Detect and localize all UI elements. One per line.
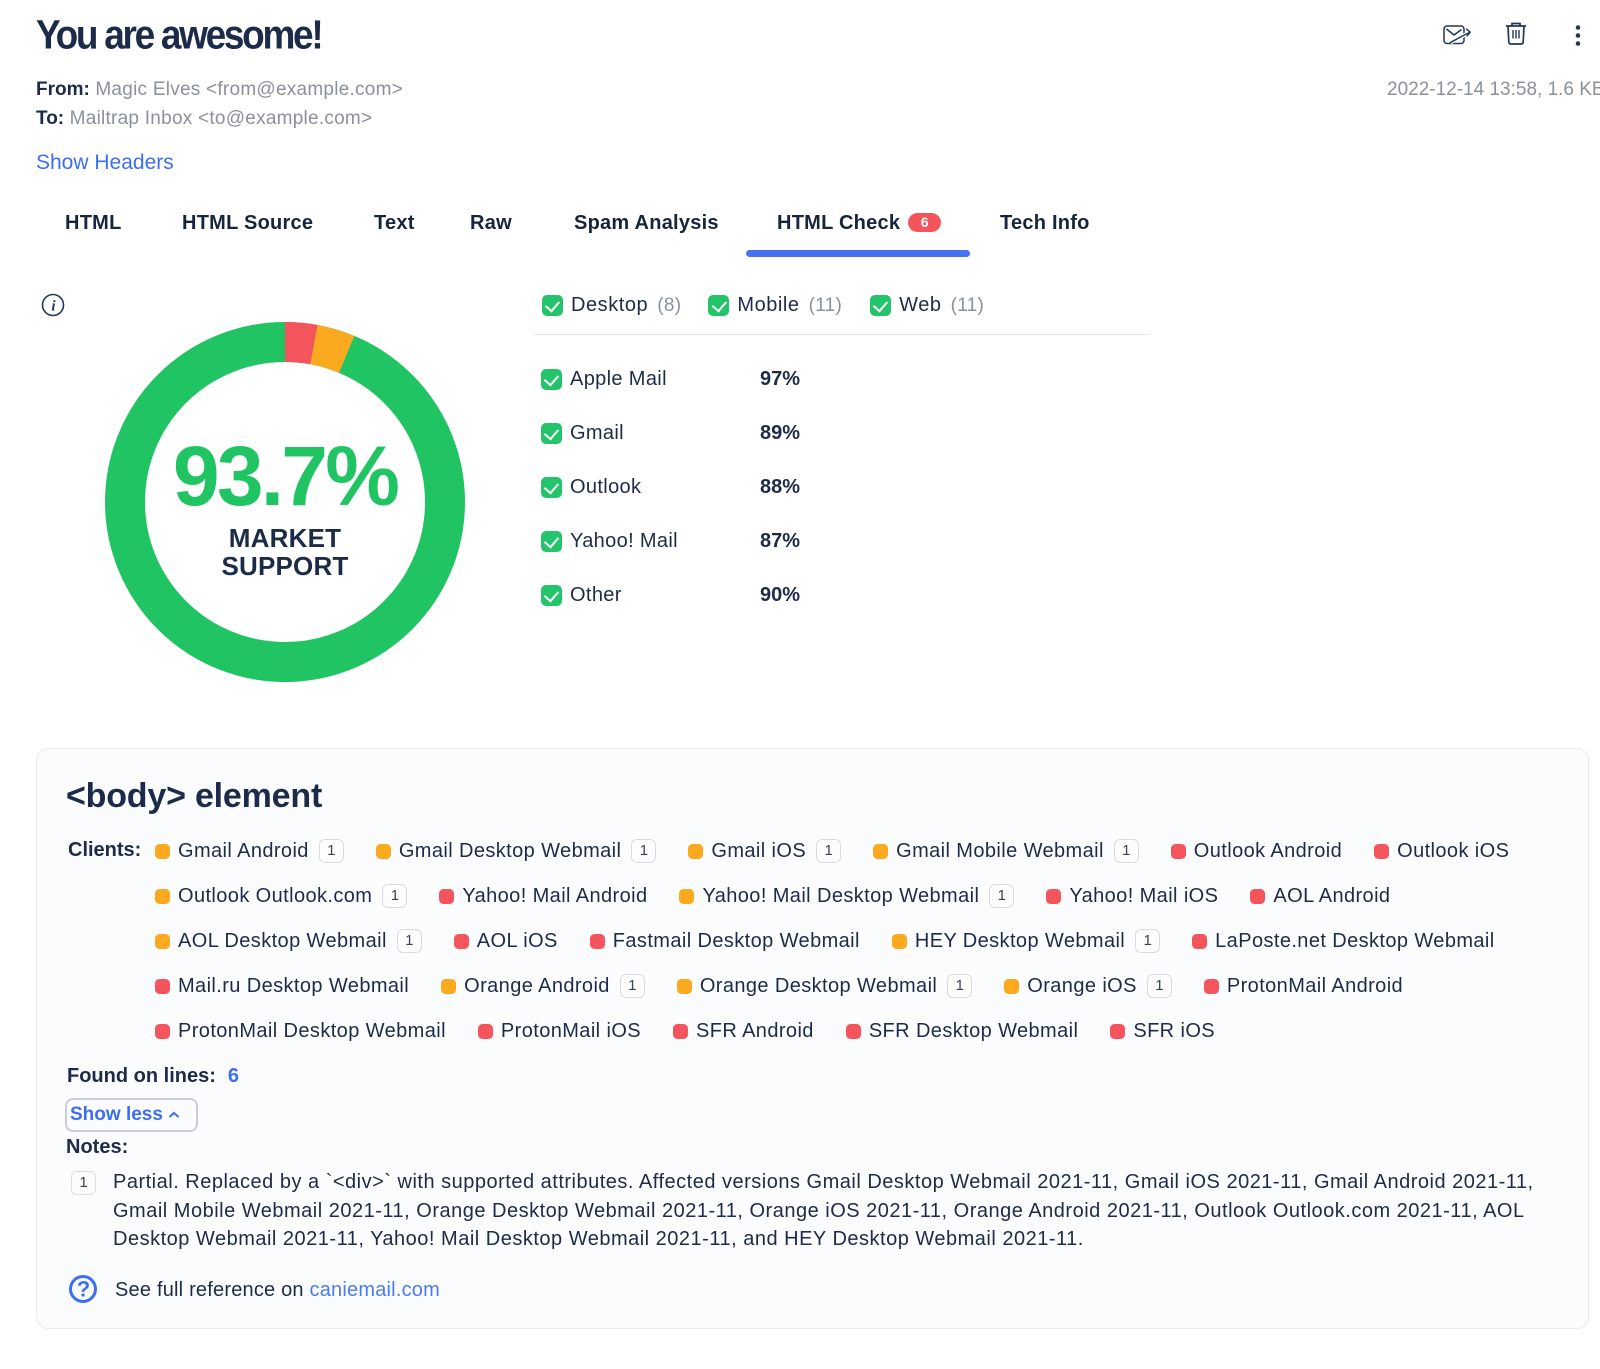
svg-text:?: ? bbox=[77, 1277, 90, 1302]
svg-text:i: i bbox=[51, 299, 56, 315]
